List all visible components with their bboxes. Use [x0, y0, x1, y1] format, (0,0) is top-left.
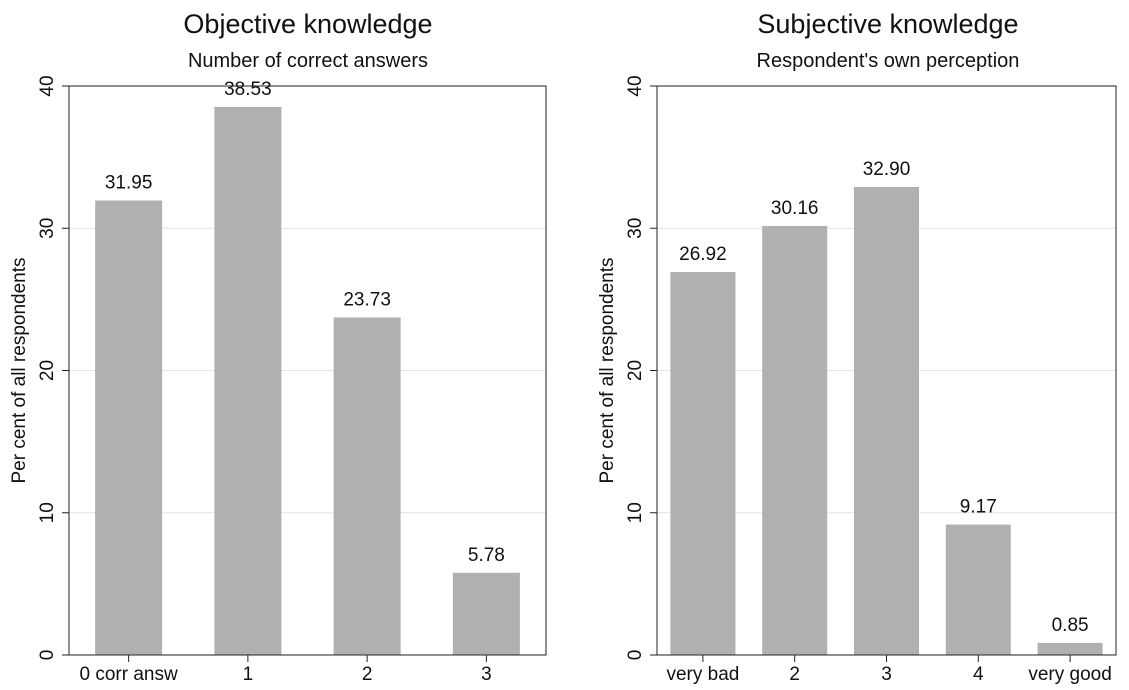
x-tick-label: very bad: [666, 664, 739, 685]
bar: [95, 200, 163, 656]
y-tick-label: 40: [625, 75, 646, 96]
bar-value-label: 38.53: [224, 79, 272, 100]
bar-value-label: 9.17: [960, 497, 997, 518]
x-tick-label: 3: [881, 664, 892, 685]
bar-value-label: 26.92: [679, 244, 727, 265]
plot-frame: [656, 85, 1117, 656]
x-tick-label: 1: [243, 664, 254, 685]
bar: [1037, 642, 1103, 655]
bar: [670, 272, 736, 655]
chart-title: Subjective knowledge: [757, 9, 1018, 39]
x-tick-label: 4: [973, 664, 984, 685]
x-tick-label: 3: [481, 664, 492, 685]
bar-value-label: 30.16: [771, 198, 819, 219]
chart-panel-1: Objective knowledge Number of correct ans…: [9, 9, 547, 685]
bar-value-label: 23.73: [343, 289, 391, 310]
x-tick-label: 2: [362, 664, 373, 685]
bar: [333, 317, 401, 655]
x-tick-label: 0 corr answ: [80, 664, 178, 685]
chart-panel-2: Subjective knowledge Respondent's own per…: [597, 9, 1117, 685]
chart-subtitle: Respondent's own perception: [757, 50, 1020, 72]
y-tick-label: 20: [37, 360, 58, 381]
bar: [945, 524, 1011, 655]
y-tick-label: 30: [37, 218, 58, 239]
y-tick-label: 10: [625, 502, 646, 523]
y-tick-label: 10: [37, 502, 58, 523]
bar: [214, 106, 282, 655]
y-tick-label: 40: [37, 75, 58, 96]
y-axis-label: Per cent of all respondents: [9, 257, 30, 483]
y-tick-label: 20: [625, 360, 646, 381]
y-tick-label: 30: [625, 218, 646, 239]
bar: [854, 186, 919, 655]
bar: [452, 572, 520, 655]
bar-value-label: 32.90: [863, 159, 911, 180]
y-axis-label: Per cent of all respondents: [597, 257, 618, 483]
bar-value-label: 5.78: [468, 545, 505, 566]
bar-value-label: 0.85: [1052, 615, 1089, 636]
chart-subtitle: Number of correct answers: [188, 50, 428, 72]
y-tick-label: 0: [625, 650, 646, 661]
x-tick-label: very good: [1028, 664, 1111, 685]
bar-value-label: 31.95: [105, 173, 153, 194]
x-tick-label: 2: [789, 664, 800, 685]
chart-title: Objective knowledge: [183, 9, 432, 39]
y-tick-label: 0: [37, 650, 58, 661]
bar: [762, 225, 828, 655]
plot-frame: [68, 85, 547, 656]
